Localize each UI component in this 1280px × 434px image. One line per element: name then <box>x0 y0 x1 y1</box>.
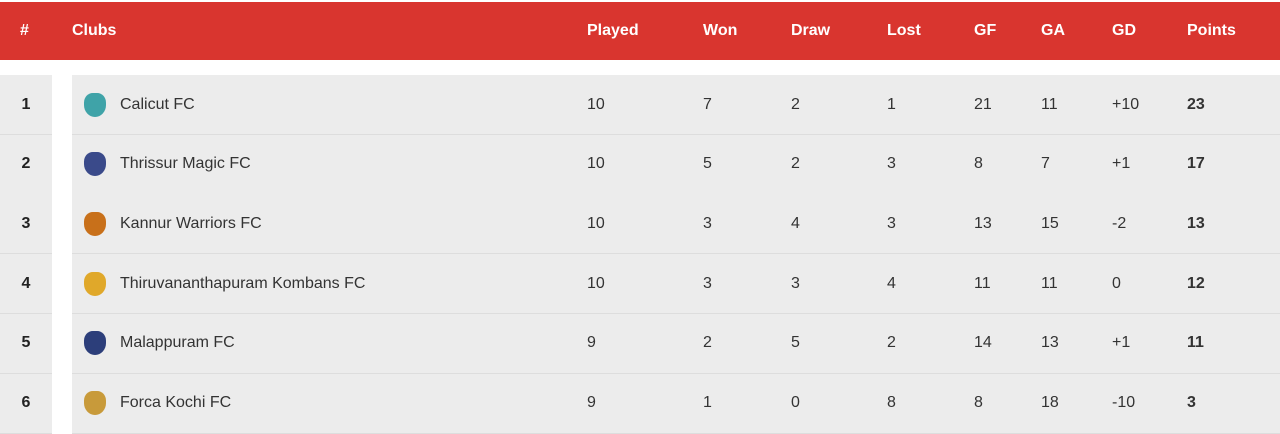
gf-value: 8 <box>974 155 983 173</box>
won-value: 3 <box>703 214 712 232</box>
club-name[interactable]: Kannur Warriors FC <box>120 214 262 232</box>
gd-value: +10 <box>1112 95 1140 113</box>
gf-value: 21 <box>974 95 992 113</box>
points-value: 13 <box>1187 214 1205 232</box>
table-row[interactable]: 4 Thiruvananthapuram Kombans FC 10 3 3 4 11 11 0… <box>0 254 1280 315</box>
gd-value: 0 <box>1112 274 1121 292</box>
rank-cell: 3 <box>0 194 52 255</box>
won-value: 3 <box>703 274 712 292</box>
table-row[interactable]: 6 Forca Kochi FC 9 1 0 8 8 18 -10 3 <box>0 373 1280 434</box>
draw-value: 2 <box>791 155 800 173</box>
lost-value: 8 <box>887 394 896 411</box>
col-gf: GF <box>974 22 997 39</box>
table-row[interactable]: 5 Malappuram FC 9 2 5 2 14 13 +1 11 <box>0 313 1280 374</box>
club-logo-icon <box>84 211 106 236</box>
club-name[interactable]: Malappuram FC <box>120 334 235 352</box>
played-value: 10 <box>587 214 605 232</box>
table-row[interactable]: 1 Calicut FC 10 7 2 1 21 11 +10 23 <box>0 75 1280 135</box>
ga-value: 15 <box>1041 214 1059 232</box>
col-ga: GA <box>1041 22 1065 39</box>
ga-value: 11 <box>1041 274 1058 292</box>
ga-value: 13 <box>1041 334 1059 352</box>
club-logo-icon <box>84 92 106 117</box>
rank-cell: 6 <box>0 373 52 434</box>
club-logo-icon <box>84 152 106 177</box>
table-header: # Clubs Played Won Draw Lost GF GA GD Po… <box>0 2 1280 60</box>
club-name[interactable]: Forca Kochi FC <box>120 394 232 411</box>
rank-cell: 1 <box>0 75 52 135</box>
points-value: 23 <box>1187 95 1205 113</box>
lost-value: 1 <box>887 95 896 113</box>
gd-value: -2 <box>1112 214 1127 232</box>
club-logo-icon <box>84 391 106 415</box>
club-cell <box>72 75 1280 135</box>
club-cell <box>72 194 1280 255</box>
gd-value: +1 <box>1112 334 1131 352</box>
rank-cell: 5 <box>0 313 52 374</box>
lost-value: 4 <box>887 274 896 292</box>
club-name[interactable]: Thrissur Magic FC <box>120 155 251 173</box>
played-value: 10 <box>587 155 605 173</box>
club-name[interactable]: Thiruvananthapuram Kombans FC <box>120 274 366 292</box>
gd-value: +1 <box>1112 155 1131 173</box>
club-cell <box>72 373 1280 434</box>
gf-value: 8 <box>974 394 983 411</box>
played-value: 9 <box>587 394 596 411</box>
rank-cell: 4 <box>0 254 52 315</box>
rank-cell: 2 <box>0 134 52 195</box>
lost-value: 2 <box>887 334 896 352</box>
rank: 2 <box>21 155 31 173</box>
won-value: 5 <box>703 155 712 173</box>
rank: 4 <box>21 274 31 292</box>
draw-value: 4 <box>791 214 800 232</box>
draw-value: 5 <box>791 334 800 352</box>
club-logo-icon <box>84 271 106 296</box>
col-gd: GD <box>1112 22 1136 39</box>
gf-value: 13 <box>974 214 992 232</box>
won-value: 7 <box>703 95 712 113</box>
ga-value: 18 <box>1041 394 1059 411</box>
played-value: 10 <box>587 274 605 292</box>
ga-value: 7 <box>1041 155 1050 173</box>
club-name[interactable]: Calicut FC <box>120 95 195 113</box>
draw-value: 0 <box>791 394 800 411</box>
col-points: Points <box>1187 22 1236 39</box>
club-logo-icon <box>84 331 106 356</box>
gf-value: 11 <box>974 274 991 292</box>
col-rank: # <box>20 22 29 39</box>
rank: 5 <box>21 334 31 352</box>
lost-value: 3 <box>887 155 896 173</box>
played-value: 10 <box>587 95 605 113</box>
rank: 1 <box>21 95 31 113</box>
won-value: 2 <box>703 334 712 352</box>
rank: 6 <box>21 394 31 411</box>
club-cell <box>72 254 1280 315</box>
gf-value: 14 <box>974 334 992 352</box>
gd-value: -10 <box>1112 394 1136 411</box>
club-cell <box>72 313 1280 374</box>
won-value: 1 <box>703 394 712 411</box>
points-value: 11 <box>1187 334 1204 352</box>
points-value: 3 <box>1187 394 1196 411</box>
points-value: 12 <box>1187 274 1205 292</box>
table-row[interactable]: 2 Thrissur Magic FC 10 5 2 3 8 7 +1 17 <box>0 134 1280 195</box>
rank: 3 <box>21 214 31 232</box>
played-value: 9 <box>587 334 596 352</box>
points-value: 17 <box>1187 155 1205 173</box>
col-played: Played <box>587 22 639 39</box>
club-cell <box>72 134 1280 195</box>
col-clubs: Clubs <box>72 22 117 39</box>
lost-value: 3 <box>887 214 896 232</box>
col-won: Won <box>703 22 738 39</box>
table-row[interactable]: 3 Kannur Warriors FC 10 3 4 3 13 15 -2 13 <box>0 194 1280 255</box>
ga-value: 11 <box>1041 95 1058 113</box>
col-lost: Lost <box>887 22 921 39</box>
col-draw: Draw <box>791 22 831 39</box>
draw-value: 3 <box>791 274 800 292</box>
draw-value: 2 <box>791 95 800 113</box>
